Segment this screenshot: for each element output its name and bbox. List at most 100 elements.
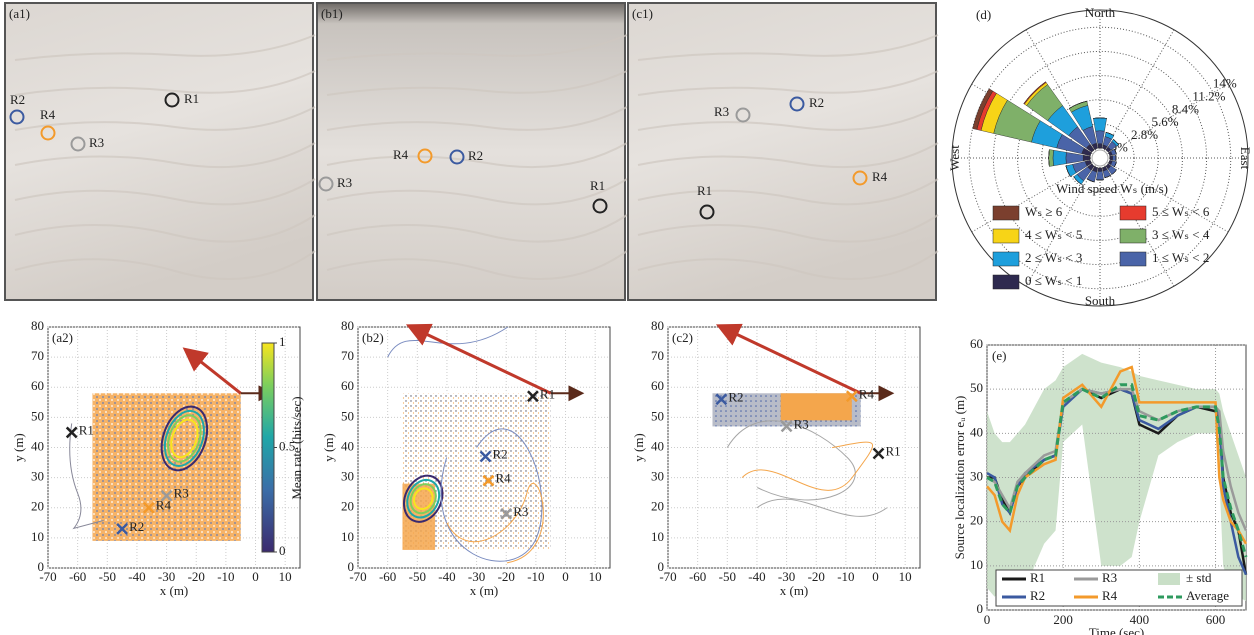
y-tick-label: 0 — [38, 559, 45, 574]
source-label: R3 — [174, 486, 189, 501]
legend-swatch — [993, 229, 1019, 243]
source-label: R2 — [129, 519, 144, 534]
legend-label: ± std — [1186, 570, 1212, 585]
y-tick-label: 40 — [970, 424, 983, 439]
x-tick-label: -50 — [409, 569, 426, 584]
legend-label: R4 — [1102, 588, 1118, 603]
source-label: R3 — [794, 416, 809, 431]
photo — [628, 3, 936, 300]
x-axis-label: x (m) — [470, 583, 499, 598]
direction-label: West — [947, 145, 962, 171]
legend-title: Wind speed Wₛ (m/s) — [1056, 181, 1168, 196]
y-tick-label: 50 — [341, 408, 354, 423]
y-tick-label: 80 — [341, 318, 354, 333]
y-tick-label: 60 — [970, 336, 983, 351]
particle-cloud — [92, 393, 240, 541]
marker-label: R4 — [393, 147, 409, 162]
y-tick-label: 30 — [31, 469, 44, 484]
y-tick-label: 20 — [651, 499, 664, 514]
source-label: R4 — [859, 386, 875, 401]
y-tick-label: 20 — [341, 499, 354, 514]
colorbar-label: Mean rate (hits/sec) — [289, 396, 304, 499]
legend-swatch — [1120, 206, 1146, 220]
x-tick-label: -20 — [808, 569, 825, 584]
x-tick-label: -50 — [99, 569, 116, 584]
y-tick-label: 30 — [651, 469, 664, 484]
source-label: R4 — [156, 498, 172, 513]
y-tick-label: 60 — [651, 378, 664, 393]
x-tick-label: -20 — [188, 569, 205, 584]
y-axis-label: y (m) — [631, 433, 646, 462]
legend-label: 1 ≤ Wₛ < 2 — [1152, 250, 1209, 265]
photo-label: (b1) — [321, 6, 343, 21]
y-tick-label: 70 — [651, 348, 664, 363]
x-tick-label: -10 — [217, 569, 234, 584]
y-tick-label: 30 — [341, 469, 354, 484]
rose-wedge — [1112, 155, 1116, 160]
rose-wedge — [1110, 156, 1113, 160]
y-tick-label: 10 — [970, 557, 983, 572]
y-tick-label: 80 — [651, 318, 664, 333]
y-axis-label: Source localization error eᵤ (m) — [952, 396, 967, 560]
marker-label: R3 — [337, 175, 352, 190]
x-tick-label: -60 — [69, 569, 86, 584]
y-tick-label: 30 — [970, 468, 983, 483]
marker-label: R3 — [89, 135, 104, 150]
rose-tick-label: 14% — [1213, 76, 1237, 91]
legend-swatch — [1120, 252, 1146, 266]
source-label: R1 — [79, 422, 94, 437]
x-tick-label: 0 — [252, 569, 259, 584]
legend-swatch — [1120, 229, 1146, 243]
legend-swatch — [993, 206, 1019, 220]
source-label: R3 — [513, 504, 528, 519]
marker-label: R1 — [590, 178, 605, 193]
rose-wedge — [1098, 144, 1103, 148]
x-tick-label: -30 — [468, 569, 485, 584]
panel-label: (e) — [992, 348, 1006, 363]
rose-tick-label: 5.6% — [1151, 114, 1178, 129]
marker-label: R1 — [184, 91, 199, 106]
panel-label: (a2) — [52, 330, 73, 345]
legend-label: R2 — [1030, 588, 1045, 603]
photo-label: (a1) — [9, 6, 30, 21]
y-tick-label: 40 — [651, 438, 664, 453]
source-label: R2 — [728, 389, 743, 404]
legend-label: Wₛ ≥ 6 — [1025, 204, 1063, 219]
legend-label: R1 — [1030, 570, 1045, 585]
x-axis-label: Time (sec) — [1089, 625, 1145, 635]
legend-swatch — [993, 275, 1019, 289]
x-tick-label: -10 — [527, 569, 544, 584]
y-tick-label: 10 — [31, 529, 44, 544]
y-tick-label: 60 — [31, 378, 44, 393]
x-tick-label: -30 — [778, 569, 795, 584]
y-tick-label: 40 — [31, 438, 44, 453]
direction-label: East — [1238, 147, 1253, 170]
marker-label: R4 — [40, 107, 56, 122]
y-tick-label: 10 — [651, 529, 664, 544]
legend-swatch — [1158, 573, 1180, 585]
direction-label: South — [1085, 293, 1116, 308]
marker-label: R3 — [714, 104, 729, 119]
source-label: R1 — [885, 444, 900, 459]
colorbar-tick-label: 1 — [279, 334, 286, 349]
y-tick-label: 0 — [348, 559, 355, 574]
y-tick-label: 70 — [31, 348, 44, 363]
x-tick-label: -60 — [689, 569, 706, 584]
legend-label: 2 ≤ Wₛ < 3 — [1025, 250, 1082, 265]
rose-wedge — [1098, 168, 1102, 172]
rose-tick-label: 2.8% — [1131, 127, 1158, 142]
legend-label: Average — [1186, 588, 1229, 603]
rose-wedge — [1053, 150, 1066, 166]
panel-label: (d) — [976, 7, 991, 22]
y-tick-label: 50 — [31, 408, 44, 423]
marker-label: R2 — [468, 148, 483, 163]
y-tick-label: 0 — [658, 559, 665, 574]
x-tick-label: 10 — [279, 569, 292, 584]
legend-label: 5 ≤ Wₛ < 6 — [1152, 204, 1210, 219]
y-tick-label: 50 — [651, 408, 664, 423]
rose-tick-label: 11.2% — [1192, 88, 1225, 103]
x-tick-label: -40 — [128, 569, 145, 584]
source-label: R1 — [540, 386, 555, 401]
y-tick-label: 50 — [970, 380, 983, 395]
photo — [5, 3, 313, 300]
